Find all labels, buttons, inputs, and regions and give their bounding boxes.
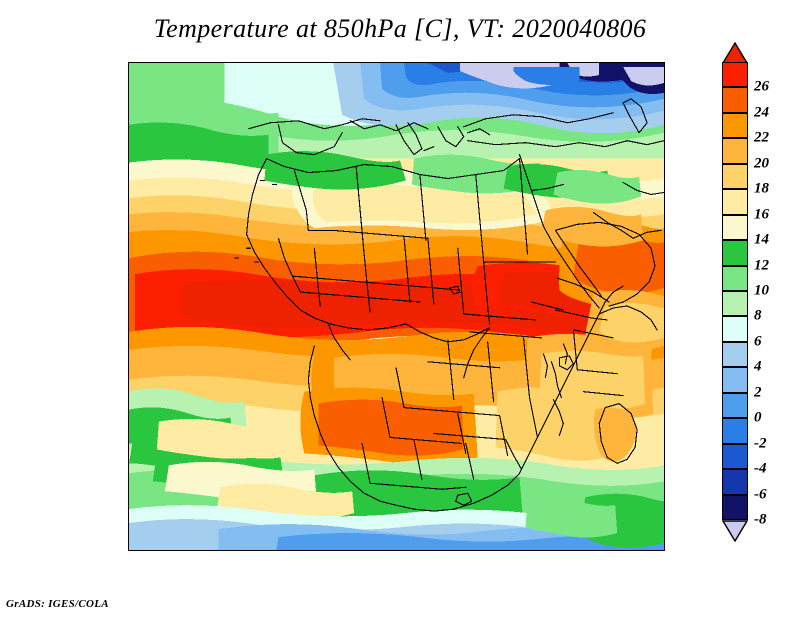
colorbar-tick-label: 18 xyxy=(754,180,769,197)
ytick-mark-30S xyxy=(664,492,665,493)
colorbar-band xyxy=(722,214,748,241)
xtick-mark-70E xyxy=(640,550,641,551)
ytick-mark-30N xyxy=(664,148,665,149)
colorbar-tick-label: 2 xyxy=(754,384,762,401)
colorbar-tick-label: 10 xyxy=(754,282,769,299)
colorbar-tick-label: 26 xyxy=(754,78,769,95)
colorbar-band xyxy=(722,291,748,317)
colorbar-band xyxy=(722,469,748,495)
ytick-mark-10S xyxy=(664,377,665,378)
ytick-mark-EQ xyxy=(664,320,665,321)
colorbar-band xyxy=(722,316,748,342)
colorbar-tick-label: 0 xyxy=(754,409,762,426)
colorbar-tick-label: 22 xyxy=(754,129,769,146)
colorbar-tick-label: -2 xyxy=(754,435,767,452)
map-plot-area: 40N 30N 20N 10N EQ 10S 20S 30S 40S 30W 2… xyxy=(128,62,665,551)
colorbar-band xyxy=(722,112,748,139)
xtick-mark-10W xyxy=(250,550,251,551)
ytick-mark-10N xyxy=(664,262,665,263)
xtick-mark-0 xyxy=(299,550,300,551)
colorbar-band xyxy=(722,87,748,113)
colorbar-band xyxy=(722,494,748,520)
xtick-mark-50E xyxy=(543,550,544,551)
colorbar-under-arrow xyxy=(722,520,748,542)
xtick-mark-20W xyxy=(202,550,203,551)
xtick-mark-30E xyxy=(445,550,446,551)
colorbar-tick-label: -8 xyxy=(754,511,767,528)
colorbar-tick-label: 20 xyxy=(754,155,769,172)
grads-credit: GrADS: IGES/COLA xyxy=(6,598,109,610)
xtick-mark-20E xyxy=(397,550,398,551)
colorbar-tick-label: 16 xyxy=(754,206,769,223)
ytick-mark-20N xyxy=(664,205,665,206)
temperature-field xyxy=(129,63,664,550)
colorbar: 26 24 22 20 18 16 14 12 10 8 6 4 2 0 -2 -4 -6 -8 xyxy=(722,42,769,542)
colorbar-tick-label: 24 xyxy=(754,104,769,121)
colorbar-band xyxy=(722,240,748,266)
colorbar-band xyxy=(722,367,748,393)
ytick-mark-20S xyxy=(664,435,665,436)
colorbar-tick-label: 4 xyxy=(754,358,762,375)
colorbar-band xyxy=(722,163,748,190)
colorbar-tick-label: -6 xyxy=(754,486,767,503)
colorbar-tick-label: 12 xyxy=(754,257,769,274)
colorbar-band xyxy=(722,138,748,164)
ytick-mark-40N xyxy=(664,91,665,92)
colorbar-band xyxy=(722,443,748,470)
colorbar-tick-label: -4 xyxy=(754,460,767,477)
colorbar-tick-label: 8 xyxy=(754,307,762,324)
colorbar-tick-label: 6 xyxy=(754,333,762,350)
xtick-mark-60E xyxy=(591,550,592,551)
colorbar-band xyxy=(722,189,748,215)
xtick-mark-10E xyxy=(348,550,349,551)
colorbar-tick-label: 14 xyxy=(754,231,769,248)
colorbar-band xyxy=(722,418,748,444)
colorbar-over-arrow xyxy=(722,42,748,64)
colorbar-band xyxy=(722,341,748,368)
xtick-mark-40E xyxy=(494,550,495,551)
ytick-mark-40S xyxy=(664,550,665,551)
colorbar-band xyxy=(722,62,748,88)
chart-title: Temperature at 850hPa [C], VT: 202004080… xyxy=(153,14,647,43)
colorbar-band xyxy=(722,392,748,419)
colorbar-band xyxy=(722,265,748,291)
xtick-mark-30W xyxy=(153,550,154,551)
